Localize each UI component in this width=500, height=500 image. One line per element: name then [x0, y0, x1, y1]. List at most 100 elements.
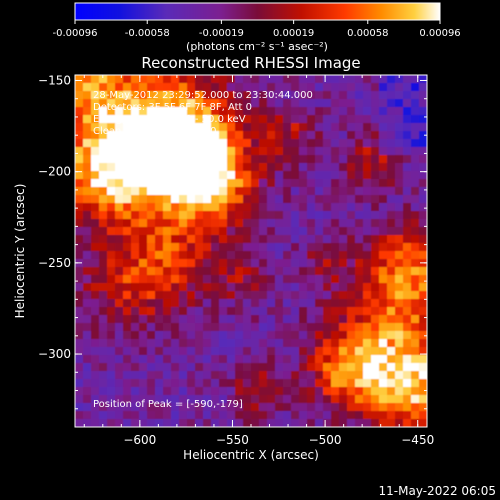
heatmap-pixel: [363, 347, 372, 356]
heatmap-pixel: [99, 155, 108, 164]
heatmap-pixel: [235, 363, 244, 372]
heatmap-pixel: [331, 363, 340, 372]
heatmap-pixel: [339, 403, 348, 412]
heatmap-pixel: [315, 115, 324, 124]
heatmap-pixel: [379, 163, 388, 172]
heatmap-pixel: [203, 403, 212, 412]
heatmap-pixel: [283, 283, 292, 292]
heatmap-pixel: [107, 323, 116, 332]
heatmap-pixel: [107, 379, 116, 388]
heatmap-pixel: [179, 355, 188, 364]
heatmap-pixel: [387, 91, 396, 100]
heatmap-pixel: [395, 299, 404, 308]
heatmap-pixel: [419, 395, 427, 404]
colorbar-tick-label: 0.00019: [273, 28, 314, 39]
heatmap-pixel: [379, 139, 388, 148]
heatmap-pixel: [251, 235, 260, 244]
heatmap-pixel: [147, 299, 156, 308]
heatmap-pixel: [155, 139, 164, 148]
heatmap-pixel: [179, 155, 188, 164]
heatmap-pixel: [171, 123, 180, 132]
heatmap-pixel: [419, 291, 427, 300]
heatmap-pixel: [139, 187, 148, 196]
heatmap-pixel: [395, 371, 404, 380]
heatmap-pixel: [419, 195, 427, 204]
heatmap-pixel: [259, 251, 268, 260]
heatmap-pixel: [387, 99, 396, 108]
heatmap-pixel: [251, 387, 260, 396]
heatmap-pixel: [395, 331, 404, 340]
heatmap-pixel: [395, 243, 404, 252]
heatmap-pixel: [75, 107, 84, 116]
heatmap-pixel: [291, 283, 300, 292]
heatmap-pixel: [379, 355, 388, 364]
heatmap-pixel: [155, 251, 164, 260]
heatmap-pixel: [171, 163, 180, 172]
heatmap-pixel: [395, 259, 404, 268]
heatmap-pixel: [299, 75, 308, 84]
heatmap-pixel: [91, 291, 100, 300]
heatmap-pixel: [323, 379, 332, 388]
heatmap-pixel: [235, 155, 244, 164]
heatmap-pixel: [419, 315, 427, 324]
heatmap-pixel: [147, 219, 156, 228]
heatmap-pixel: [411, 179, 420, 188]
heatmap-pixel: [227, 283, 236, 292]
heatmap-pixel: [139, 371, 148, 380]
heatmap-pixel: [179, 211, 188, 220]
heatmap-pixel: [419, 203, 427, 212]
heatmap-pixel: [379, 347, 388, 356]
heatmap-pixel: [395, 355, 404, 364]
heatmap-pixel: [179, 139, 188, 148]
heatmap-pixel: [139, 307, 148, 316]
heatmap-pixel: [291, 355, 300, 364]
heatmap-pixel: [187, 203, 196, 212]
heatmap-pixel: [411, 379, 420, 388]
heatmap-pixel: [323, 419, 332, 427]
heatmap-pixel: [275, 203, 284, 212]
heatmap-pixel: [227, 171, 236, 180]
heatmap-pixel: [115, 371, 124, 380]
heatmap-pixel: [235, 131, 244, 140]
heatmap-pixel: [251, 267, 260, 276]
heatmap-pixel: [355, 379, 364, 388]
heatmap-pixel: [267, 147, 276, 156]
heatmap-pixel: [179, 403, 188, 412]
heatmap-pixel: [355, 131, 364, 140]
heatmap-pixel: [299, 323, 308, 332]
heatmap-pixel: [171, 147, 180, 156]
heatmap-pixel: [411, 355, 420, 364]
heatmap-pixel: [155, 171, 164, 180]
heatmap-pixel: [307, 139, 316, 148]
heatmap-pixel: [291, 363, 300, 372]
heatmap-pixel: [275, 283, 284, 292]
heatmap-pixel: [179, 219, 188, 228]
heatmap-pixel: [211, 123, 220, 132]
heatmap-pixel: [123, 147, 132, 156]
heatmap-pixel: [123, 219, 132, 228]
heatmap-pixel: [227, 419, 236, 427]
heatmap-pixel: [307, 147, 316, 156]
heatmap-pixel: [379, 403, 388, 412]
heatmap-pixel: [115, 379, 124, 388]
heatmap-pixel: [171, 291, 180, 300]
heatmap-pixel: [395, 347, 404, 356]
heatmap-pixel: [195, 267, 204, 276]
heatmap-pixel: [419, 243, 427, 252]
heatmap-pixel: [411, 347, 420, 356]
heatmap-pixel: [147, 187, 156, 196]
heatmap-pixel: [403, 163, 412, 172]
heatmap-pixel: [371, 203, 380, 212]
heatmap-pixel: [179, 115, 188, 124]
heatmap-pixel: [219, 219, 228, 228]
heatmap-pixel: [259, 195, 268, 204]
heatmap-pixel: [211, 395, 220, 404]
heatmap-pixel: [355, 227, 364, 236]
heatmap-pixel: [115, 267, 124, 276]
heatmap-pixel: [307, 171, 316, 180]
heatmap-pixel: [227, 267, 236, 276]
heatmap-pixel: [75, 211, 84, 220]
heatmap-pixel: [179, 251, 188, 260]
heatmap-pixel: [243, 91, 252, 100]
heatmap-pixel: [299, 251, 308, 260]
